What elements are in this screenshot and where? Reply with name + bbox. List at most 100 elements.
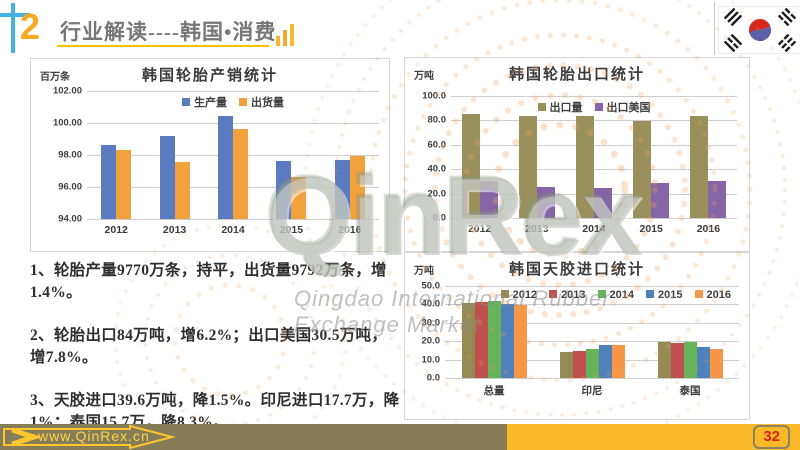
x-tick-label: 泰国 [679, 385, 701, 397]
bar-group [508, 96, 565, 218]
plot-area: 102.00 100.00 98.00 96.00 94.00 2012 2013 2014 2… [53, 86, 379, 236]
bar-group [321, 91, 379, 219]
bar-group [451, 96, 508, 218]
gridline [445, 341, 739, 343]
chart-legend: 生产量 出货量 [87, 94, 379, 110]
footer-bar: www.QinRex.cn 32 [0, 424, 800, 450]
gridline [445, 286, 739, 287]
y-tick-label: 80.0 [427, 114, 447, 126]
legend-item: 2014 [597, 289, 634, 301]
gridline [87, 91, 379, 92]
legend-swatch [646, 290, 655, 298]
bar-group [680, 96, 737, 218]
x-tick-label: 2013 [525, 223, 549, 235]
y-tick-label: 40.0 [421, 298, 441, 310]
footer-orange-strip [507, 424, 800, 450]
legend-item: 2013 [549, 289, 586, 301]
legend-item: 2015 [646, 289, 683, 301]
bar [611, 345, 625, 378]
gridline [451, 218, 737, 219]
x-tick-label: 2015 [279, 224, 304, 236]
legend-swatch [694, 290, 703, 298]
bar-group [262, 91, 320, 219]
y-tick-label: 100.0 [422, 90, 446, 102]
bar [593, 187, 612, 218]
chart-tire-production-sales: 百万条 韩国轮胎产销统计 生产量 出货量 102.00 100.00 98.00 96.00 9… [30, 58, 390, 252]
legend-swatch [597, 290, 606, 298]
bar [513, 305, 527, 378]
legend-item: 2012 [500, 289, 537, 301]
legend-swatch [549, 290, 558, 298]
website-link[interactable]: www.QinRex.cn [38, 428, 150, 444]
bar [670, 342, 684, 378]
page-title: 行业解读----韩国•消费 [60, 20, 277, 44]
bar [487, 300, 501, 378]
legend-item: 出口美国 [594, 102, 651, 114]
legend-swatch [500, 290, 509, 298]
bar [690, 115, 709, 218]
gridline [87, 219, 379, 220]
bar-group [87, 91, 145, 219]
chart-rubber-imports: 万吨 韩国天胶进口统计 2012 2013 2014 2015 2016 50.0 40.0 30… [404, 252, 750, 420]
gridline [451, 96, 737, 97]
y-tick-label: 30.0 [421, 317, 441, 329]
bar [334, 159, 350, 219]
bar [518, 116, 537, 218]
korean-flag [718, 6, 800, 54]
y-tick-label: 96.00 [58, 181, 82, 193]
bar [116, 150, 132, 219]
bar [633, 121, 652, 218]
bar [575, 116, 594, 218]
bar [276, 160, 292, 219]
x-tick-label: 2012 [467, 223, 492, 235]
arrow-banner-icon [3, 424, 176, 450]
chart-legend: 2012 2013 2014 2015 2016 [445, 289, 739, 301]
bar [657, 341, 671, 378]
note-production: 1、轮胎产量9770万条，持平，出货量9792万条，增1.4%。 [30, 262, 387, 301]
x-tick-label: 2014 [582, 223, 606, 235]
summary-notes: 1、轮胎产量9770万条，持平，出货量9792万条，增1.4%。 2、轮胎出口8… [30, 260, 402, 450]
legend-item: 生产量 [182, 97, 227, 109]
bar [585, 348, 599, 378]
legend-item: 出口量 [537, 102, 583, 114]
bar [232, 129, 248, 219]
axis-unit-label: 万吨 [414, 71, 434, 82]
y-tick-label: 0.0 [426, 372, 440, 384]
bar-group [445, 286, 543, 378]
legend-item: 2016 [694, 289, 731, 301]
bar-group [543, 286, 641, 378]
x-tick-label: 2014 [221, 224, 245, 236]
x-tick-label: 印尼 [581, 385, 603, 397]
bar-group [145, 91, 203, 219]
bar [709, 349, 723, 378]
y-tick-label: 10.0 [421, 354, 441, 366]
bar [572, 350, 586, 378]
bar [174, 162, 190, 219]
plot-area: 50.0 40.0 30.0 20.0 10.0 0.0 总量 印尼 泰国 [422, 281, 739, 397]
y-tick-label: 100.00 [52, 117, 82, 129]
chart-title: 韩国天胶进口统计 [508, 262, 645, 278]
bar [500, 304, 514, 378]
bar-group [204, 91, 262, 219]
note-exports: 2、轮胎出口84万吨，增6.2%；出口美国30.5万吨，增7.8%。 [30, 327, 388, 366]
bar [101, 144, 117, 219]
y-tick-label: 60.0 [427, 139, 447, 151]
axis-unit-label: 万吨 [414, 266, 434, 277]
legend-swatch [537, 103, 546, 111]
legend-swatch [182, 98, 190, 106]
title-underline [57, 45, 269, 47]
y-tick-label: 0.0 [432, 212, 446, 224]
bar [696, 346, 710, 378]
y-tick-label: 102.00 [52, 85, 82, 97]
bar-chart-icon [276, 24, 294, 46]
y-tick-label: 98.00 [58, 149, 82, 161]
bar [708, 180, 727, 218]
bar [461, 303, 475, 378]
axis-unit-label: 百万条 [40, 72, 70, 83]
bar [474, 301, 488, 378]
chart-legend: 出口量 出口美国 [451, 99, 737, 115]
gridline [445, 378, 739, 379]
bar [349, 156, 365, 219]
page-number-badge: 32 [753, 425, 790, 449]
